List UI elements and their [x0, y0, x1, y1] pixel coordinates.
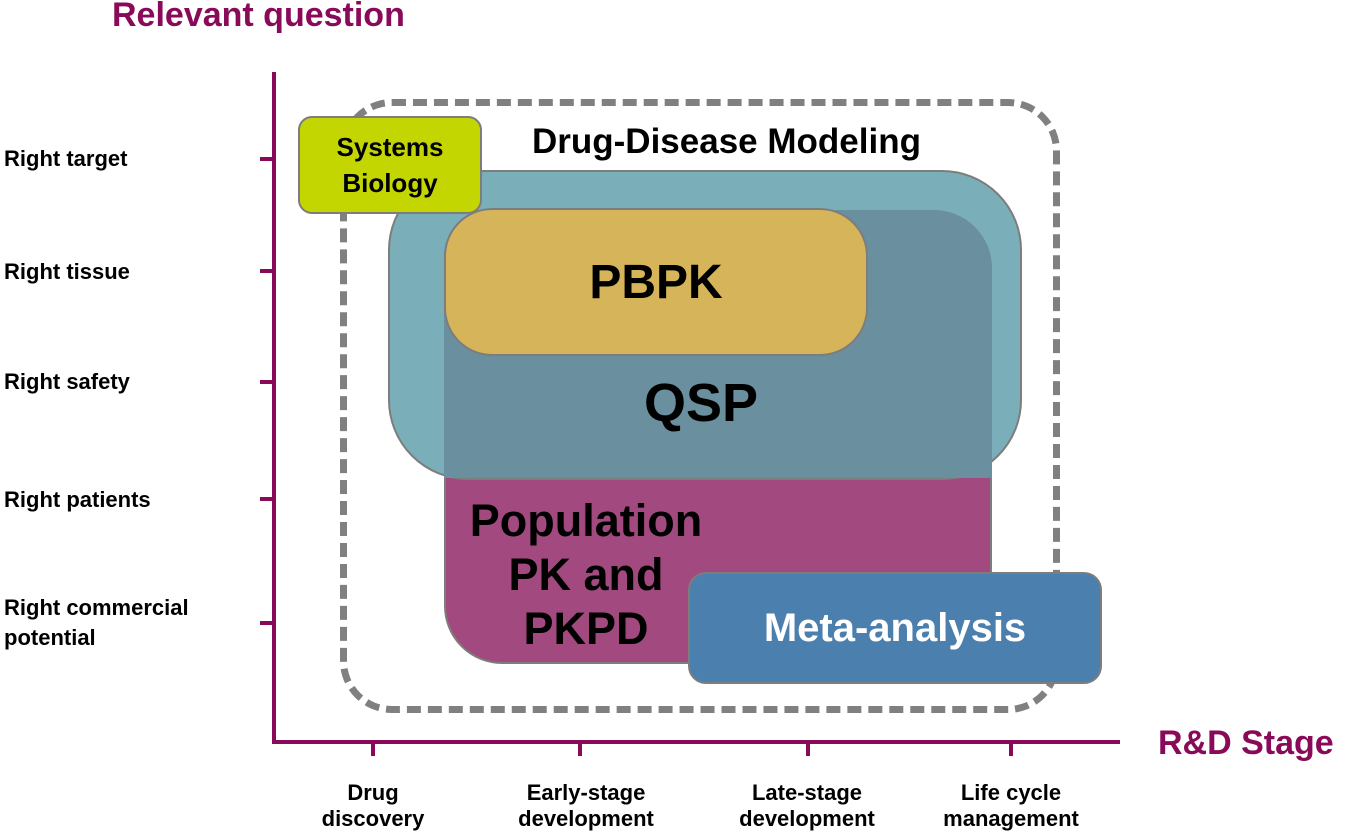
- x-axis-title: R&D Stage: [1158, 724, 1334, 762]
- y-label-right-safety: Right safety: [4, 369, 130, 394]
- x-tick-early-stage: [578, 742, 582, 756]
- y-tick-right-target: [260, 157, 274, 161]
- pbpk-label: PBPK: [589, 255, 723, 309]
- systems-biology-box: Systems Biology: [298, 116, 482, 214]
- y-label-right-target: Right target: [4, 146, 128, 171]
- x-tick-life-cycle: [1009, 742, 1013, 756]
- x-label-life-cycle-management: Life cycle management: [943, 780, 1079, 831]
- x-tick-drug-discovery: [371, 742, 375, 756]
- systems-biology-label-line1: Systems: [336, 132, 444, 162]
- y-axis-title: Relevant question: [112, 0, 405, 34]
- x-label-drug-discovery: Drug discovery: [321, 780, 425, 831]
- y-label-right-commercial-potential: Right commercial potential: [4, 595, 189, 650]
- x-axis-line: [272, 740, 1120, 744]
- y-tick-right-commercial-potential: [260, 621, 274, 625]
- population-pk-pkpd-label: Population PK and PKPD: [469, 495, 703, 654]
- y-label-right-patients: Right patients: [4, 487, 151, 512]
- drug-disease-modeling-region: [340, 99, 1060, 713]
- y-tick-right-tissue: [260, 269, 274, 273]
- qsp-label: QSP: [644, 373, 759, 433]
- meta-analysis-box: Meta-analysis: [688, 572, 1102, 684]
- x-tick-late-stage: [806, 742, 810, 756]
- y-tick-right-patients: [260, 497, 274, 501]
- y-tick-right-safety: [260, 380, 274, 384]
- y-axis-line: [272, 72, 276, 744]
- x-label-early-stage-development: Early-stage development: [518, 780, 654, 831]
- meta-analysis-label: Meta-analysis: [763, 605, 1027, 650]
- y-label-right-tissue: Right tissue: [4, 259, 130, 284]
- pbpk-region: PBPK: [444, 208, 868, 356]
- systems-biology-label-line2: Biology: [342, 168, 438, 198]
- drug-disease-modeling-label: Drug-Disease Modeling: [532, 122, 921, 161]
- x-label-late-stage-development: Late-stage development: [739, 780, 875, 831]
